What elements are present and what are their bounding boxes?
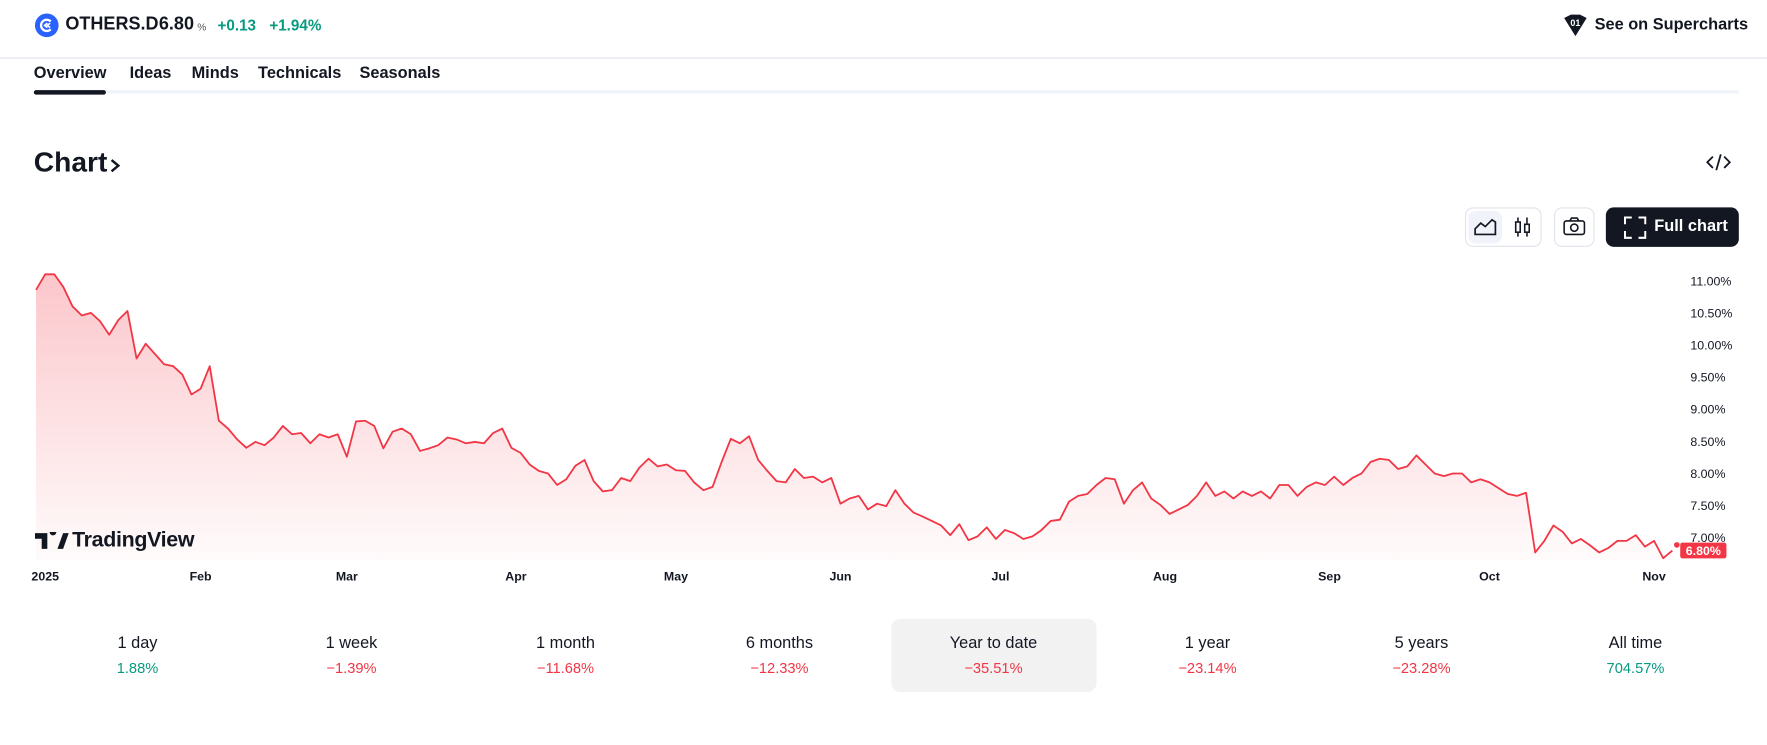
period-button[interactable]: 1 week −1.39%	[249, 619, 454, 692]
price: 6.80	[158, 14, 194, 34]
supercharts-icon[interactable]: 01	[1562, 14, 1589, 39]
symbol: OTHERS.D	[65, 14, 159, 34]
change: +0.13	[217, 16, 257, 34]
chart-style-group	[1464, 207, 1542, 247]
period-change: −12.33%	[750, 659, 809, 677]
period-change: −35.51%	[964, 659, 1023, 677]
change-percent: +1.94%	[269, 16, 322, 34]
y-tick-label: 11.00%	[1690, 274, 1731, 288]
period-change: −23.28%	[1392, 659, 1451, 677]
y-tick-label: 7.00%	[1690, 531, 1725, 545]
period-change: 1.88%	[116, 659, 159, 677]
watermark-logo	[34, 531, 69, 549]
candle-style-button[interactable]	[1507, 211, 1539, 244]
symbol-logo	[34, 13, 59, 38]
period-change: 704.57%	[1606, 659, 1665, 677]
y-tick-label: 8.00%	[1690, 467, 1725, 481]
period-change: −23.14%	[1178, 659, 1237, 677]
embed-icon[interactable]	[1706, 152, 1731, 172]
chevron	[110, 159, 121, 173]
header-divider	[0, 57, 1767, 59]
y-tick-label: 7.50%	[1690, 499, 1725, 513]
period-button[interactable]: 1 day 1.88%	[35, 619, 240, 692]
period-label: 1 year	[1184, 634, 1231, 653]
y-tick-label: 9.00%	[1690, 403, 1725, 417]
x-tick-label: Feb	[190, 569, 212, 583]
snapshot-button[interactable]	[1554, 207, 1595, 247]
watermark: TradingView	[72, 528, 195, 553]
active-tab-underline	[33, 90, 106, 95]
period-button[interactable]: 1 year −23.14%	[1105, 619, 1310, 692]
period-label: 1 week	[325, 634, 378, 653]
tab[interactable]: Overview	[33, 64, 107, 83]
y-tick-label: 10.00%	[1690, 339, 1732, 353]
x-tick-label: Oct	[1479, 569, 1500, 583]
price-line	[35, 273, 1673, 560]
tab[interactable]: Ideas	[129, 64, 172, 83]
y-tick-label: 10.50%	[1690, 306, 1732, 320]
last-point	[1674, 542, 1680, 548]
tab[interactable]: Seasonals	[359, 64, 441, 83]
full-chart-label: Full chart	[1654, 217, 1728, 236]
section-title[interactable]: Chart	[33, 146, 108, 179]
tab[interactable]: Technicals	[258, 64, 342, 83]
period-label: 6 months	[745, 634, 814, 653]
period-button[interactable]: 5 years −23.28%	[1319, 619, 1524, 692]
period-label: All time	[1608, 634, 1663, 653]
tab-track	[33, 90, 1739, 94]
tab[interactable]: Minds	[191, 64, 239, 83]
fullscreen-icon	[1623, 216, 1647, 239]
x-tick-label: Mar	[336, 569, 358, 583]
price-unit: %	[197, 21, 207, 33]
period-button[interactable]: 6 months −12.33%	[677, 619, 882, 692]
period-button[interactable]: Year to date −35.51%	[890, 618, 1097, 693]
period-button[interactable]: 1 month −11.68%	[463, 619, 668, 692]
area-fill	[36, 274, 1673, 561]
x-tick-label: 2025	[31, 569, 59, 583]
x-tick-label: Jun	[829, 569, 851, 583]
price-tag	[1680, 542, 1727, 559]
area-icon	[1474, 218, 1497, 236]
x-tick-label: Apr	[505, 569, 526, 583]
x-tick-label: Nov	[1642, 569, 1665, 583]
period-label: 1 month	[535, 634, 596, 653]
full-chart-button[interactable]: Full chart	[1605, 207, 1739, 247]
period-change: −1.39%	[326, 659, 377, 677]
x-tick-label: Sep	[1318, 569, 1341, 583]
price-tag-label: 6.80%	[1686, 544, 1721, 558]
period-label: 5 years	[1394, 634, 1449, 653]
period-button[interactable]: All time 704.57%	[1533, 619, 1738, 692]
x-tick-label: Aug	[1153, 569, 1177, 583]
period-change: −11.68%	[536, 659, 595, 677]
x-tick-label: Jul	[992, 569, 1010, 583]
x-tick-label: May	[664, 569, 688, 583]
y-tick-label: 9.50%	[1690, 371, 1725, 385]
period-label: 1 day	[117, 634, 158, 653]
svg-text:01: 01	[1570, 18, 1580, 28]
chart: 7.00% 7.50% 8.00% 8.50% 9.00% 9.50% 10.00% 10.5…	[31, 273, 1732, 583]
period-label: Year to date	[949, 634, 1038, 653]
y-tick-label: 8.50%	[1690, 435, 1725, 449]
supercharts-link[interactable]: See on Supercharts	[1594, 15, 1749, 34]
camera-icon	[1563, 217, 1586, 236]
area-style-button[interactable]	[1468, 210, 1503, 244]
